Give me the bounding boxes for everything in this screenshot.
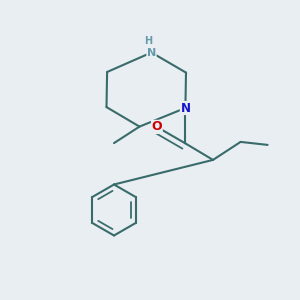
Text: N: N	[147, 47, 156, 58]
Text: O: O	[152, 120, 162, 134]
Text: H: H	[144, 36, 152, 46]
Text: N: N	[180, 101, 190, 115]
